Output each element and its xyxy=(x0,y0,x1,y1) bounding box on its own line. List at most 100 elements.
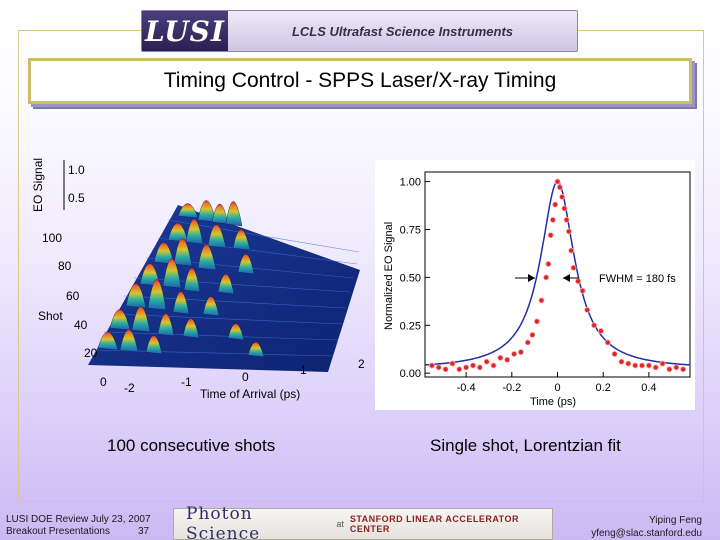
x-tick: 1 xyxy=(300,363,307,377)
data-point xyxy=(456,366,463,373)
data-point xyxy=(533,318,540,325)
shot-tick: 60 xyxy=(66,289,80,303)
data-point xyxy=(561,205,568,212)
header-banner: LUSI LCLS Ultrafast Science Instruments xyxy=(141,10,578,52)
y-tick-label: 0.75 xyxy=(400,224,421,236)
lusi-logo: LUSI xyxy=(142,11,228,51)
footer-left: LUSI DOE Review July 23, 2007 Breakout P… xyxy=(6,514,151,538)
data-point xyxy=(538,297,545,304)
data-point xyxy=(529,331,536,338)
data-point xyxy=(552,201,559,208)
slide-title-box: Timing Control - SPPS Laser/X-ray Timing xyxy=(28,58,692,104)
footer-right: Yiping Feng yfeng@slac.stanford.edu xyxy=(591,514,702,540)
data-point xyxy=(547,232,554,239)
data-point xyxy=(517,349,524,356)
data-point xyxy=(435,364,442,371)
shot-axis-label: Shot xyxy=(38,309,63,323)
y-ticks: 0.00 0.25 0.50 0.75 1.00 xyxy=(400,177,430,380)
data-point xyxy=(554,178,561,185)
footer-section: Breakout Presentations xyxy=(6,526,110,537)
right-caption: Single shot, Lorentzian fit xyxy=(430,436,621,455)
signal-axis-label: EO Signal xyxy=(31,158,45,212)
x-tick-label: 0.2 xyxy=(596,382,611,394)
data-point xyxy=(556,184,563,191)
data-point xyxy=(442,366,449,373)
data-point xyxy=(470,362,477,369)
fwhm-arrowhead-right xyxy=(563,274,570,282)
x-tick: 2 xyxy=(358,357,365,371)
data-point xyxy=(652,364,659,371)
y-tick-label: 0.00 xyxy=(400,368,421,380)
x-tick-label: -0.2 xyxy=(502,382,521,394)
shot-tick: 40 xyxy=(74,318,88,332)
data-point xyxy=(524,339,531,346)
data-point xyxy=(449,360,456,367)
data-point xyxy=(490,362,497,369)
y-tick-label: 1.00 xyxy=(400,177,421,189)
logo-org: STANFORD LINEAR ACCELERATOR CENTER xyxy=(349,514,519,534)
data-point xyxy=(565,228,572,235)
x-tick-label: 0.4 xyxy=(641,382,656,394)
banner-subtitle: LCLS Ultrafast Science Instruments xyxy=(291,23,514,39)
data-point xyxy=(549,216,556,223)
shot-tick: 100 xyxy=(42,231,62,245)
footer: LUSI DOE Review July 23, 2007 Breakout P… xyxy=(0,504,720,540)
data-point xyxy=(428,362,435,369)
x-tick: 0 xyxy=(242,370,249,384)
data-point xyxy=(497,354,504,361)
shot-tick: 0 xyxy=(100,375,107,389)
data-point xyxy=(543,274,550,281)
x-axis-label: Time of Arrival (ps) xyxy=(200,387,300,401)
x-ticks: -0.4 -0.2 0 0.2 0.4 xyxy=(457,372,657,394)
data-point xyxy=(570,264,577,271)
data-points xyxy=(428,178,687,373)
logo-at: at xyxy=(336,519,344,529)
photon-science-logo: Photon Science at STANFORD LINEAR ACCELE… xyxy=(173,504,553,540)
footer-event: LUSI DOE Review July 23, 2007 xyxy=(6,514,151,525)
data-point xyxy=(680,366,687,373)
logo-main: Photon Science xyxy=(186,504,261,540)
fwhm-annotation: FWHM = 180 fs xyxy=(599,273,676,285)
waterfall-plot: EO Signal 1.0 0.5 100 80 60 Shot 40 20 0… xyxy=(31,158,365,401)
data-point xyxy=(483,358,490,365)
lusi-logo-text: LUSI xyxy=(145,14,225,48)
data-point xyxy=(666,366,673,373)
data-point xyxy=(563,216,570,223)
data-point xyxy=(476,364,483,371)
page-number: 37 xyxy=(137,526,150,537)
x-tick: -2 xyxy=(124,381,135,395)
data-point xyxy=(591,322,598,329)
data-point xyxy=(638,362,645,369)
data-point xyxy=(645,362,652,369)
data-point xyxy=(504,356,511,363)
lorentzian-chart: 0.00 0.25 0.50 0.75 1.00 -0.4 -0.2 0 0.2 0.4 Nor… xyxy=(375,160,695,410)
data-point xyxy=(584,306,591,313)
author-email: yfeng@slac.stanford.edu xyxy=(591,528,702,539)
data-point xyxy=(659,360,666,367)
left-caption: 100 consecutive shots xyxy=(107,436,276,455)
y-tick-label: 0.50 xyxy=(400,272,421,284)
shot-tick: 80 xyxy=(58,259,72,273)
data-point xyxy=(568,247,575,254)
data-point xyxy=(559,193,566,200)
signal-tick: 0.5 xyxy=(68,191,85,205)
data-point xyxy=(597,327,604,334)
author-name: Yiping Feng xyxy=(649,515,702,526)
x-tick-label: 0 xyxy=(554,382,560,394)
x-axis-label: Time (ps) xyxy=(530,396,576,408)
data-point xyxy=(632,362,639,369)
waterfall-peaks xyxy=(97,200,265,358)
y-axis-label: Normalized EO Signal xyxy=(383,222,395,330)
data-point xyxy=(545,261,552,268)
data-point xyxy=(611,350,618,357)
x-tick-label: -0.4 xyxy=(457,382,476,394)
data-point xyxy=(463,364,470,371)
shot-tick: 20 xyxy=(84,346,98,360)
data-point xyxy=(673,364,680,371)
y-tick-label: 0.25 xyxy=(400,320,421,332)
slide-title: Timing Control - SPPS Laser/X-ray Timing xyxy=(163,69,557,92)
data-point xyxy=(604,339,611,346)
data-point xyxy=(625,360,632,367)
data-point xyxy=(575,278,582,285)
data-point xyxy=(579,287,586,294)
